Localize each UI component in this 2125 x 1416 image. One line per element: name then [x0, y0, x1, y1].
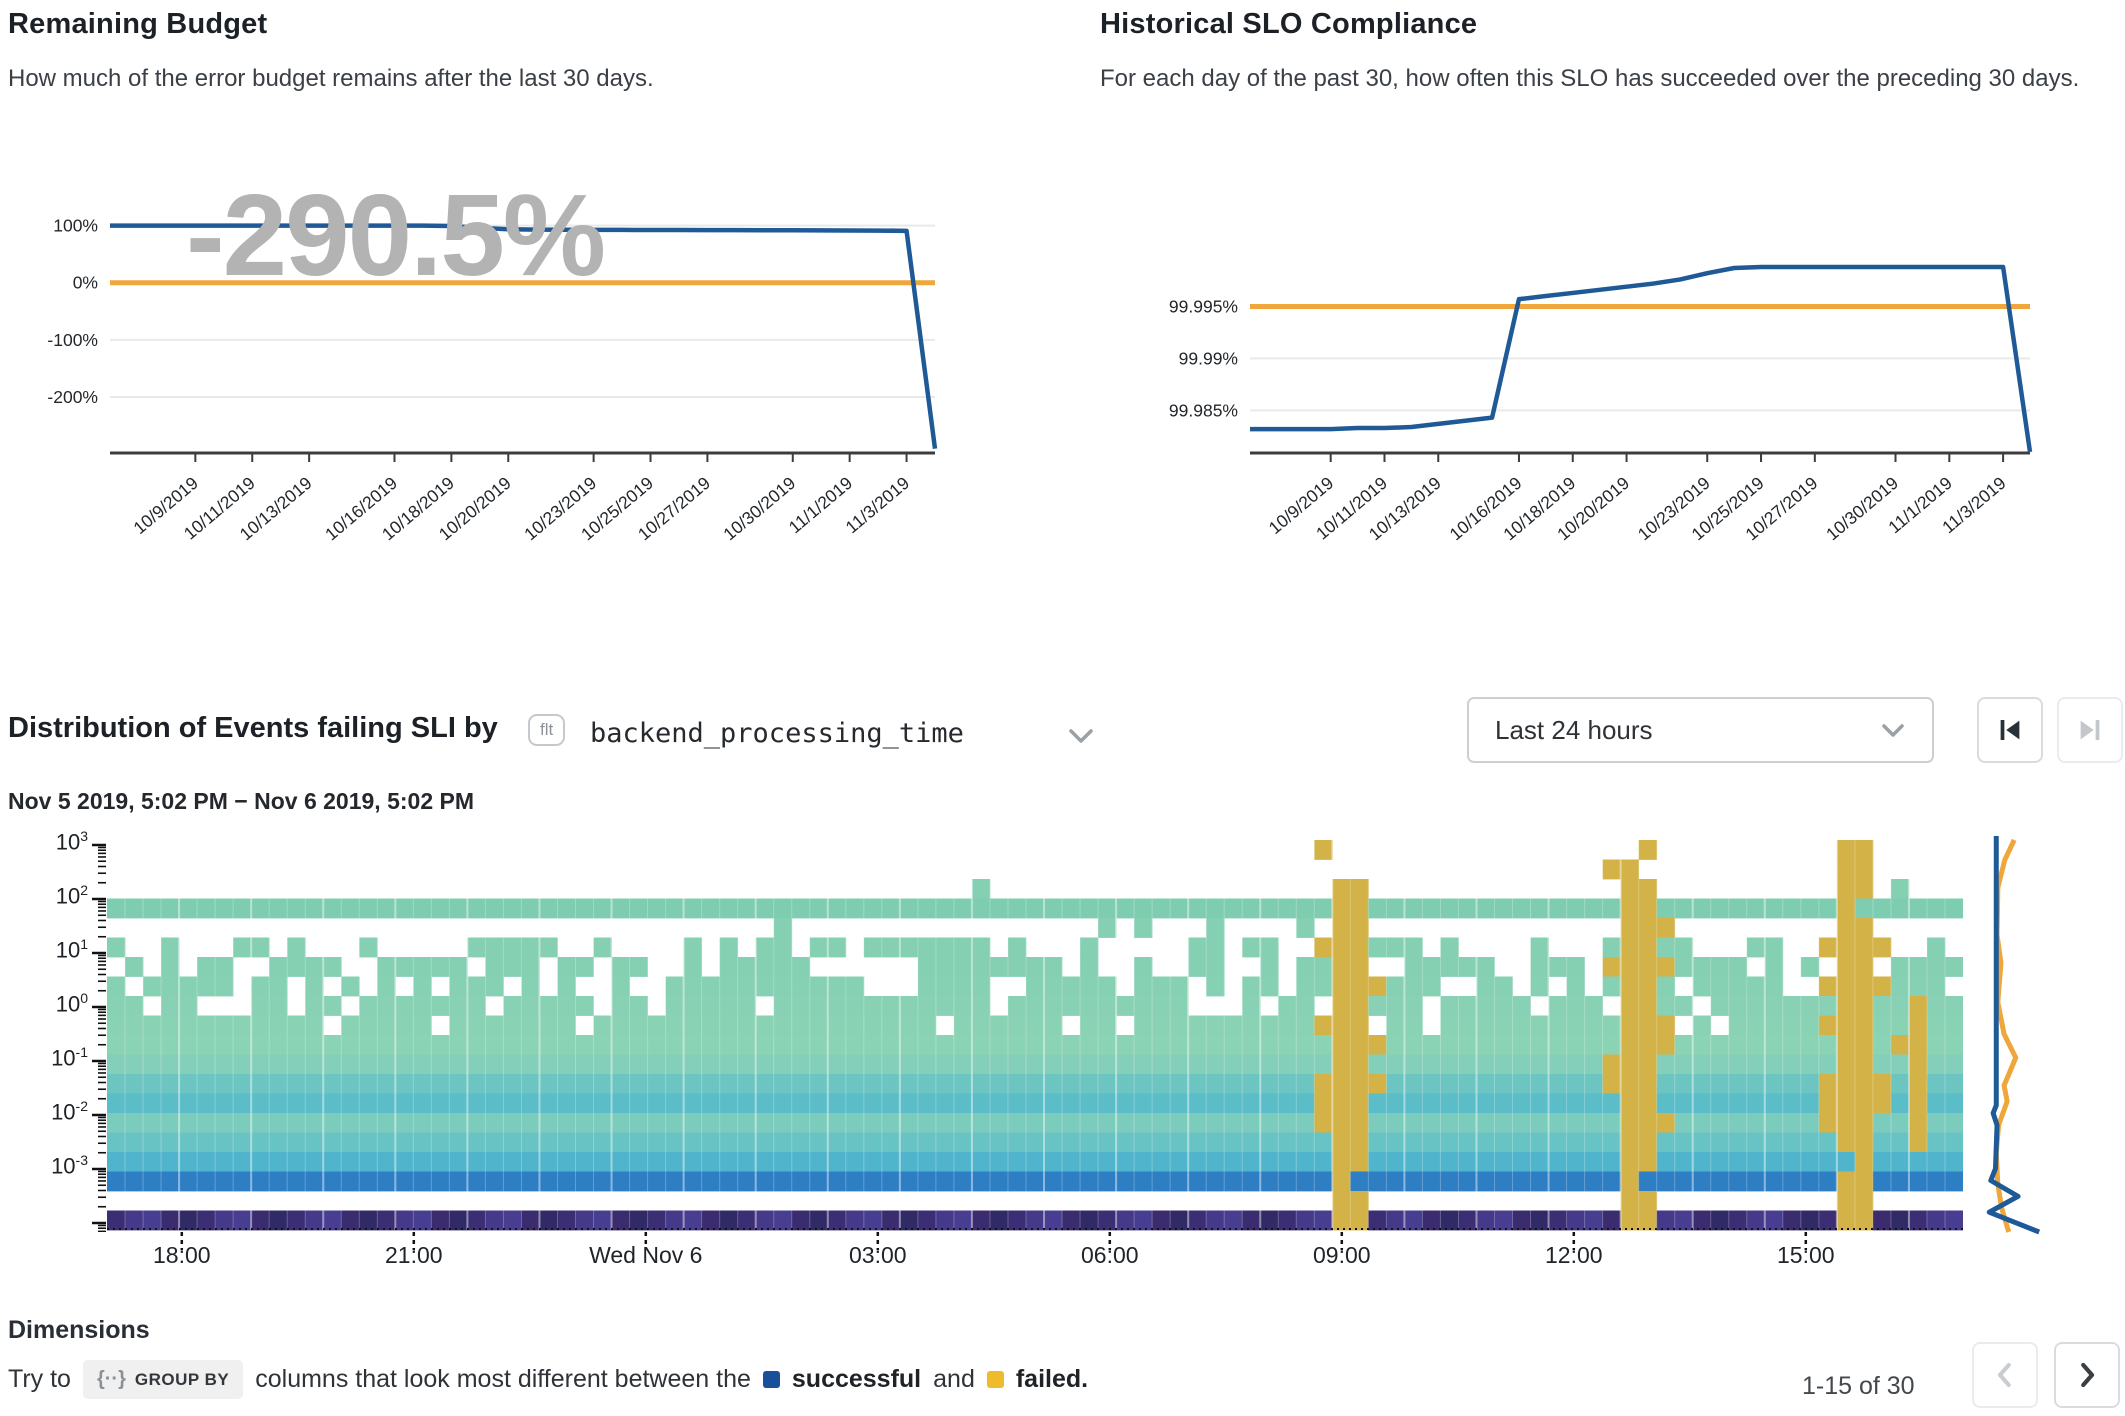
svg-text:0%: 0% [73, 273, 98, 293]
heatmap-y-label: 10-1 [51, 1044, 88, 1071]
svg-text:10/30/2019: 10/30/2019 [1822, 473, 1902, 545]
tip-prefix: Try to [8, 1365, 71, 1393]
group-by-icon: {··} [96, 1368, 126, 1390]
skip-next-icon [2080, 720, 2100, 740]
svg-text:-100%: -100% [47, 330, 98, 350]
heatmap-x-label: 18:00 [153, 1242, 211, 1268]
heatmap-y-label: 10-3 [51, 1152, 88, 1179]
heatmap-x-label: 12:00 [1545, 1242, 1603, 1268]
time-range-select[interactable]: Last 24 hours [1467, 697, 1934, 763]
dimensions-tip: Try to {··} GROUP BY columns that look m… [8, 1360, 1088, 1399]
svg-text:100%: 100% [53, 216, 98, 236]
successful-label: successful [791, 1365, 922, 1393]
heatmap-y-axis-labels: 103 102 101 100 10-1 10-2 10-3 [22, 828, 88, 1230]
heatmap-x-label: 09:00 [1313, 1242, 1371, 1268]
filter-badge[interactable]: flt [528, 714, 566, 746]
failed-legend-swatch [986, 1371, 1004, 1388]
field-chevron-down-icon[interactable] [1066, 726, 1096, 746]
remaining-budget-chart: 100%0%-100%-200%10/9/201910/11/201910/13… [47, 216, 938, 545]
time-range-value: Last 24 hours [1495, 714, 1653, 745]
remaining-budget-subtitle: How much of the error budget remains aft… [8, 65, 654, 92]
select-chevron-down-icon [1882, 723, 1904, 737]
svg-text:99.985%: 99.985% [1169, 400, 1238, 420]
heatmap-x-label: 15:00 [1777, 1242, 1835, 1268]
heatmap-y-label: 102 [55, 882, 88, 909]
slo-compliance-title: Historical SLO Compliance [1100, 8, 1478, 40]
svg-text:99.99%: 99.99% [1179, 348, 1238, 368]
heatmap-marginal-distribution [1986, 836, 2041, 1235]
previous-page-button[interactable] [1972, 1342, 2038, 1408]
heatmap-y-label: 100 [55, 990, 88, 1017]
next-page-button[interactable] [2054, 1342, 2120, 1408]
heatmap-date-range: Nov 5 2019, 5:02 PM − Nov 6 2019, 5:02 P… [8, 788, 474, 814]
heatmap-x-label: 03:00 [849, 1242, 907, 1268]
pagination-range: 1-15 of 30 [1802, 1372, 1915, 1400]
skip-previous-icon [2000, 720, 2020, 740]
svg-text:11/3/2019: 11/3/2019 [842, 473, 914, 538]
heatmap-y-label: 103 [55, 828, 88, 855]
svg-text:-200%: -200% [47, 387, 98, 407]
group-by-button[interactable]: {··} GROUP BY [82, 1360, 244, 1399]
failed-label: failed. [1015, 1365, 1089, 1393]
heatmap-x-label: 06:00 [1081, 1242, 1139, 1268]
heatmap-plot[interactable] [107, 840, 1963, 1252]
successful-legend-swatch [762, 1371, 780, 1388]
distribution-title: Distribution of Events failing SLI by [8, 712, 498, 744]
skip-next-button[interactable] [2057, 697, 2123, 763]
field-name[interactable]: backend_processing_time [590, 718, 964, 749]
chevron-left-icon [1998, 1363, 2011, 1387]
heatmap-y-label: 101 [55, 936, 88, 963]
group-by-label: GROUP BY [134, 1369, 230, 1389]
heatmap-x-axis-labels: 18:00 21:00 Wed Nov 6 03:00 06:00 09:00 12:00 1… [107, 1242, 1963, 1274]
tip-and: and [933, 1365, 975, 1393]
heatmap-x-label: Wed Nov 6 [589, 1242, 703, 1268]
chevron-right-icon [2081, 1362, 2095, 1388]
svg-text:10/30/2019: 10/30/2019 [719, 473, 799, 545]
remaining-budget-title: Remaining Budget [8, 8, 268, 40]
dimensions-title: Dimensions [8, 1316, 150, 1344]
heatmap-x-label: 21:00 [385, 1242, 443, 1268]
slo-compliance-chart: 99.995%99.99%99.985%10/9/201910/11/20191… [1169, 264, 2033, 545]
heatmap-y-axis-ticks [92, 843, 106, 1232]
heatmap-y-label: 10-2 [51, 1098, 88, 1125]
tip-middle: columns that look most different between… [255, 1365, 751, 1393]
skip-previous-button[interactable] [1977, 697, 2043, 763]
slo-compliance-subtitle: For each day of the past 30, how often t… [1100, 65, 2080, 92]
svg-text:99.995%: 99.995% [1169, 296, 1238, 316]
